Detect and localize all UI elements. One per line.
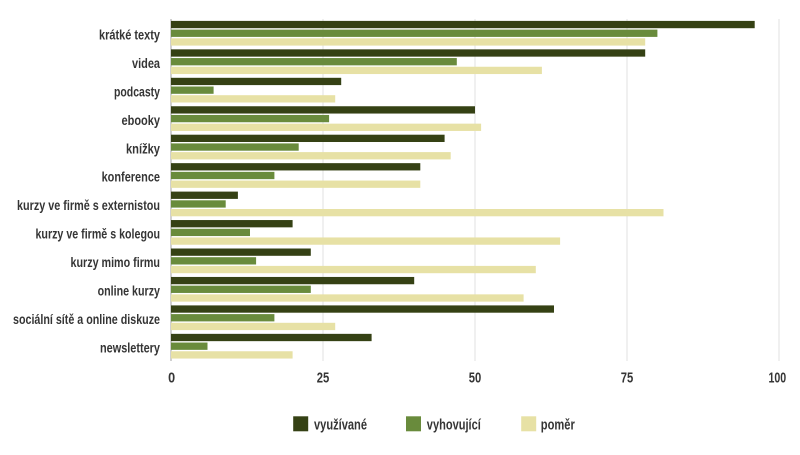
svg-text:kurzy ve firmě s externistou: kurzy ve firmě s externistou [17, 197, 160, 213]
svg-text:newslettery: newslettery [100, 339, 160, 355]
svg-text:sociální sítě a online diskuze: sociální sítě a online diskuze [13, 311, 160, 327]
svg-text:vyhovující: vyhovující [427, 417, 482, 433]
svg-text:100: 100 [768, 371, 786, 387]
svg-text:kurzy ve firmě s kolegou: kurzy ve firmě s kolegou [36, 226, 161, 242]
svg-text:podcasty: podcasty [114, 83, 160, 99]
svg-text:25: 25 [317, 371, 330, 387]
svg-text:knížky: knížky [126, 140, 160, 156]
svg-text:50: 50 [469, 371, 482, 387]
svg-text:ebooky: ebooky [122, 112, 161, 128]
svg-text:poměr: poměr [541, 417, 575, 433]
svg-text:0: 0 [168, 371, 175, 387]
svg-text:využívané: využívané [314, 417, 367, 433]
svg-text:online kurzy: online kurzy [98, 283, 161, 299]
svg-text:videa: videa [132, 55, 160, 71]
svg-text:75: 75 [621, 371, 634, 387]
svg-text:konference: konference [102, 169, 161, 185]
svg-text:kurzy mimo firmu: kurzy mimo firmu [71, 254, 161, 270]
svg-text:krátké texty: krátké texty [99, 26, 160, 42]
